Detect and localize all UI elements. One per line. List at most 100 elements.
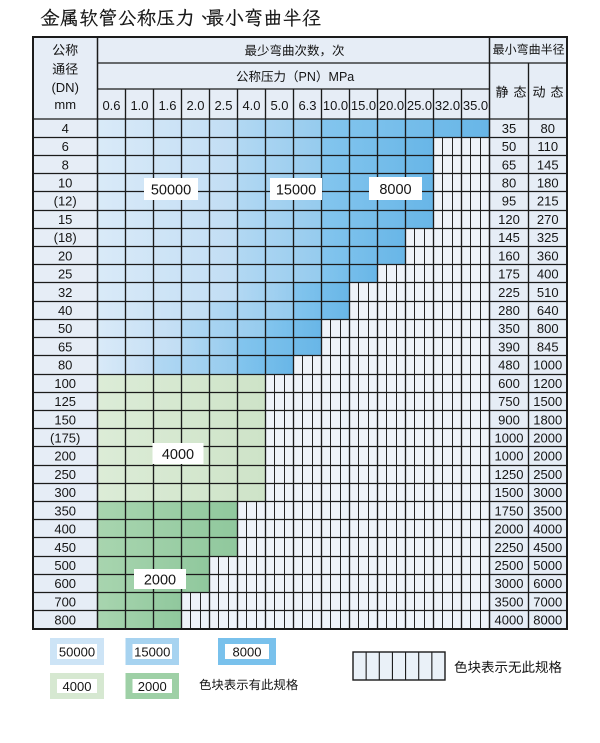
- svg-text:1250: 1250: [495, 467, 524, 482]
- svg-text:4000: 4000: [495, 613, 524, 628]
- svg-text:2.5: 2.5: [214, 98, 232, 113]
- svg-text:175: 175: [498, 267, 520, 282]
- svg-text:80: 80: [541, 121, 555, 136]
- svg-text:300: 300: [54, 485, 76, 500]
- svg-text:2000: 2000: [138, 679, 167, 694]
- svg-text:640: 640: [537, 303, 559, 318]
- svg-text:1000: 1000: [533, 358, 562, 373]
- svg-text:35.0: 35.0: [463, 98, 488, 113]
- svg-text:280: 280: [498, 303, 520, 318]
- svg-text:3000: 3000: [495, 576, 524, 591]
- svg-text:900: 900: [498, 412, 520, 427]
- svg-text:3000: 3000: [533, 485, 562, 500]
- svg-text:125: 125: [54, 394, 76, 409]
- svg-text:2500: 2500: [495, 558, 524, 573]
- svg-text:(DN): (DN): [51, 80, 78, 95]
- svg-text:750: 750: [498, 394, 520, 409]
- svg-text:2000: 2000: [495, 522, 524, 537]
- svg-text:800: 800: [54, 613, 76, 628]
- svg-text:0.6: 0.6: [102, 98, 120, 113]
- svg-text:5.0: 5.0: [270, 98, 288, 113]
- svg-text:10: 10: [58, 175, 72, 190]
- svg-text:4000: 4000: [533, 522, 562, 537]
- svg-text:25.0: 25.0: [407, 98, 432, 113]
- svg-text:32: 32: [58, 285, 72, 300]
- svg-text:510: 510: [537, 285, 559, 300]
- svg-text:1750: 1750: [495, 503, 524, 518]
- svg-text:145: 145: [537, 157, 559, 172]
- svg-text:1000: 1000: [495, 449, 524, 464]
- svg-text:65: 65: [502, 157, 516, 172]
- svg-text:2.0: 2.0: [186, 98, 204, 113]
- svg-text:1.0: 1.0: [130, 98, 148, 113]
- svg-text:25: 25: [58, 267, 72, 282]
- svg-text:2000: 2000: [533, 430, 562, 445]
- svg-text:360: 360: [537, 248, 559, 263]
- svg-text:1800: 1800: [533, 412, 562, 427]
- svg-text:80: 80: [58, 358, 72, 373]
- svg-text:4000: 4000: [63, 679, 92, 694]
- svg-text:3500: 3500: [495, 594, 524, 609]
- svg-text:400: 400: [54, 522, 76, 537]
- svg-text:8000: 8000: [233, 644, 262, 659]
- svg-text:250: 250: [54, 467, 76, 482]
- svg-text:145: 145: [498, 230, 520, 245]
- svg-text:40: 40: [58, 303, 72, 318]
- svg-text:15.0: 15.0: [351, 98, 376, 113]
- svg-text:8000: 8000: [379, 182, 411, 198]
- svg-text:mm: mm: [54, 97, 76, 112]
- svg-text:450: 450: [54, 540, 76, 555]
- svg-text:100: 100: [54, 376, 76, 391]
- svg-text:800: 800: [537, 321, 559, 336]
- svg-text:110: 110: [537, 139, 558, 154]
- svg-text:350: 350: [54, 503, 76, 518]
- svg-text:325: 325: [537, 230, 559, 245]
- svg-text:2250: 2250: [495, 540, 524, 555]
- svg-text:32.0: 32.0: [435, 98, 460, 113]
- svg-text:80: 80: [502, 175, 516, 190]
- svg-text:15000: 15000: [134, 644, 170, 659]
- svg-text:MPa: MPa: [329, 70, 355, 84]
- svg-text:1200: 1200: [533, 376, 562, 391]
- svg-text:160: 160: [498, 248, 520, 263]
- svg-text:1500: 1500: [495, 485, 524, 500]
- svg-text:95: 95: [502, 194, 516, 209]
- svg-text:8: 8: [62, 157, 69, 172]
- svg-text:4.0: 4.0: [242, 98, 260, 113]
- svg-text:600: 600: [498, 376, 520, 391]
- svg-text:150: 150: [54, 412, 76, 427]
- svg-text:215: 215: [537, 194, 559, 209]
- svg-text:390: 390: [498, 339, 520, 354]
- svg-text:5000: 5000: [533, 558, 562, 573]
- svg-text:120: 120: [498, 212, 520, 227]
- svg-text:400: 400: [537, 267, 559, 282]
- svg-text:480: 480: [498, 358, 520, 373]
- svg-text:1000: 1000: [495, 430, 524, 445]
- svg-text:6000: 6000: [533, 576, 562, 591]
- svg-text:20.0: 20.0: [379, 98, 404, 113]
- svg-text:6.3: 6.3: [298, 98, 316, 113]
- svg-text:35: 35: [502, 121, 516, 136]
- svg-text:15: 15: [58, 212, 72, 227]
- svg-text:225: 225: [498, 285, 520, 300]
- svg-text:(18): (18): [54, 230, 77, 245]
- svg-text:4: 4: [62, 121, 69, 136]
- svg-text:3500: 3500: [533, 503, 562, 518]
- svg-text:50000: 50000: [151, 182, 191, 198]
- svg-text:2000: 2000: [144, 572, 176, 588]
- svg-text:50000: 50000: [59, 644, 95, 659]
- svg-text:1.6: 1.6: [158, 98, 176, 113]
- svg-text:65: 65: [58, 339, 72, 354]
- svg-text:600: 600: [54, 576, 76, 591]
- svg-text:200: 200: [54, 449, 76, 464]
- svg-text:(175): (175): [50, 430, 80, 445]
- svg-text:500: 500: [54, 558, 76, 573]
- svg-text:15000: 15000: [276, 182, 316, 198]
- svg-text:180: 180: [537, 175, 559, 190]
- svg-text:4000: 4000: [162, 447, 194, 463]
- svg-text:6: 6: [62, 139, 69, 154]
- svg-text:50: 50: [502, 139, 516, 154]
- svg-text:PN: PN: [299, 70, 316, 84]
- svg-text:1500: 1500: [533, 394, 562, 409]
- svg-text:2000: 2000: [533, 449, 562, 464]
